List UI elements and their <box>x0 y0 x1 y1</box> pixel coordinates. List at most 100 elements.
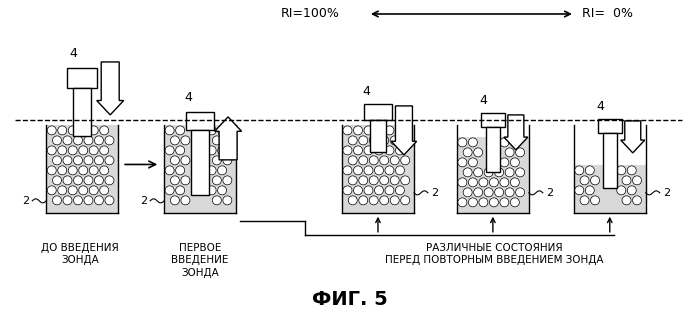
Circle shape <box>396 126 404 135</box>
Circle shape <box>47 166 57 175</box>
Circle shape <box>575 186 584 195</box>
Circle shape <box>343 166 352 175</box>
Circle shape <box>510 178 519 187</box>
Circle shape <box>401 176 410 185</box>
Circle shape <box>343 186 352 195</box>
Polygon shape <box>164 125 236 213</box>
Circle shape <box>505 168 514 177</box>
Circle shape <box>474 148 482 157</box>
Polygon shape <box>457 137 529 213</box>
Circle shape <box>474 168 482 177</box>
Circle shape <box>390 196 399 205</box>
Text: 4: 4 <box>479 94 487 107</box>
Circle shape <box>369 156 378 165</box>
Circle shape <box>170 136 179 145</box>
Circle shape <box>52 156 61 165</box>
Circle shape <box>47 146 57 155</box>
Circle shape <box>58 166 67 175</box>
Circle shape <box>348 156 357 165</box>
Circle shape <box>359 136 368 145</box>
Circle shape <box>68 146 77 155</box>
Circle shape <box>165 126 174 135</box>
Text: ДО ВВЕДЕНИЯ
ЗОНДА: ДО ВВЕДЕНИЯ ЗОНДА <box>41 243 119 265</box>
Text: ФИГ. 5: ФИГ. 5 <box>312 290 388 309</box>
Circle shape <box>359 196 368 205</box>
Circle shape <box>94 136 103 145</box>
Circle shape <box>181 156 190 165</box>
Circle shape <box>94 156 103 165</box>
Circle shape <box>617 166 626 175</box>
Circle shape <box>479 198 488 207</box>
Circle shape <box>458 138 467 147</box>
Bar <box>603 133 617 188</box>
Circle shape <box>396 146 404 155</box>
Circle shape <box>495 188 504 197</box>
Circle shape <box>105 196 114 205</box>
Circle shape <box>468 138 477 147</box>
Circle shape <box>176 126 185 135</box>
Circle shape <box>84 196 93 205</box>
Circle shape <box>218 146 227 155</box>
Circle shape <box>468 198 477 207</box>
Text: 2: 2 <box>546 188 553 198</box>
Circle shape <box>396 166 404 175</box>
Circle shape <box>580 196 589 205</box>
Circle shape <box>484 168 493 177</box>
Circle shape <box>591 176 600 185</box>
Circle shape <box>79 186 88 195</box>
Circle shape <box>510 198 519 207</box>
Circle shape <box>73 176 82 185</box>
Circle shape <box>628 186 637 195</box>
Circle shape <box>63 156 72 165</box>
Text: 4: 4 <box>184 91 192 104</box>
Circle shape <box>468 158 477 167</box>
Circle shape <box>359 156 368 165</box>
Circle shape <box>94 176 103 185</box>
Circle shape <box>68 166 77 175</box>
Circle shape <box>463 168 472 177</box>
Circle shape <box>364 186 373 195</box>
Circle shape <box>380 176 389 185</box>
Text: 4: 4 <box>69 47 77 60</box>
Text: 4: 4 <box>362 85 370 98</box>
Circle shape <box>176 186 185 195</box>
Circle shape <box>89 166 98 175</box>
Circle shape <box>468 178 477 187</box>
Circle shape <box>353 146 362 155</box>
Circle shape <box>390 176 399 185</box>
Text: ПЕРВОЕ
ВВЕДЕНИЕ
ЗОНДА: ПЕРВОЕ ВВЕДЕНИЕ ЗОНДА <box>172 243 229 278</box>
Circle shape <box>375 166 383 175</box>
Circle shape <box>63 136 72 145</box>
Circle shape <box>84 156 93 165</box>
Text: 4: 4 <box>596 100 604 113</box>
Circle shape <box>170 156 179 165</box>
Circle shape <box>165 186 174 195</box>
Circle shape <box>364 166 373 175</box>
Circle shape <box>369 136 378 145</box>
Polygon shape <box>621 121 645 153</box>
Circle shape <box>52 196 61 205</box>
Circle shape <box>84 176 93 185</box>
Circle shape <box>181 176 190 185</box>
Circle shape <box>89 146 98 155</box>
Circle shape <box>100 146 109 155</box>
Polygon shape <box>504 115 528 150</box>
Circle shape <box>176 166 185 175</box>
Circle shape <box>500 158 509 167</box>
Circle shape <box>401 196 410 205</box>
Circle shape <box>73 136 82 145</box>
Text: 2: 2 <box>140 196 147 206</box>
Circle shape <box>343 126 352 135</box>
Circle shape <box>628 166 637 175</box>
Circle shape <box>343 146 352 155</box>
Circle shape <box>89 126 98 135</box>
Circle shape <box>458 178 467 187</box>
Circle shape <box>401 156 410 165</box>
Circle shape <box>380 136 389 145</box>
Circle shape <box>348 136 357 145</box>
Circle shape <box>63 176 72 185</box>
Circle shape <box>385 166 394 175</box>
Circle shape <box>516 148 525 157</box>
Circle shape <box>580 176 589 185</box>
Circle shape <box>586 186 594 195</box>
